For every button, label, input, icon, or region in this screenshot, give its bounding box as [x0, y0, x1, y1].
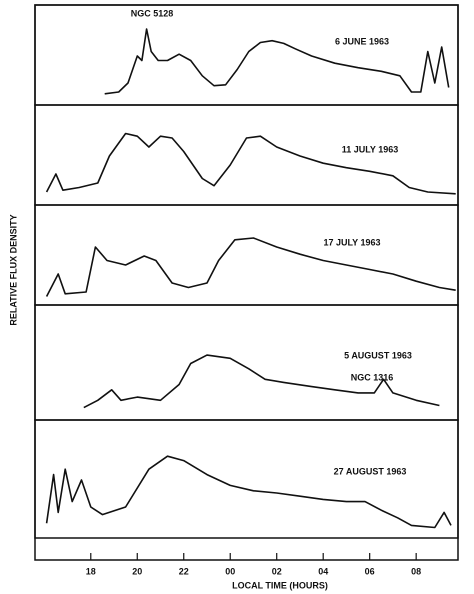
annotation: NGC 1316 [351, 372, 394, 382]
y-axis-label: RELATIVE FLUX DENSITY [8, 214, 18, 325]
x-tick-label: 06 [365, 566, 375, 576]
panel-title: 11 JULY 1963 [342, 144, 399, 154]
flux-trace [104, 28, 450, 95]
panel-frame [34, 419, 459, 539]
panel-title: 27 AUGUST 1963 [334, 466, 407, 476]
panel-frame [34, 104, 459, 206]
panel-title: 5 AUGUST 1963 [344, 350, 412, 360]
x-tick-label: 02 [272, 566, 282, 576]
panel-title: 6 JUNE 1963 [335, 36, 389, 46]
panel-frame [34, 304, 459, 421]
x-tick-label: 04 [318, 566, 328, 576]
x-tick-label: 08 [411, 566, 421, 576]
outer-frame [34, 4, 459, 561]
panel-title: 17 JULY 1963 [323, 237, 380, 247]
x-tick-label: 00 [225, 566, 235, 576]
flux-trace [83, 354, 440, 409]
x-tick-label: 20 [132, 566, 142, 576]
x-tick-label: 18 [86, 566, 96, 576]
flux-trace [45, 132, 456, 195]
panel-frame [34, 204, 459, 306]
annotation: NGC 5128 [131, 8, 174, 18]
flux-trace [45, 237, 456, 297]
flux-trace [45, 455, 452, 529]
x-axis-label: LOCAL TIME (HOURS) [232, 580, 328, 590]
x-tick-label: 22 [179, 566, 189, 576]
